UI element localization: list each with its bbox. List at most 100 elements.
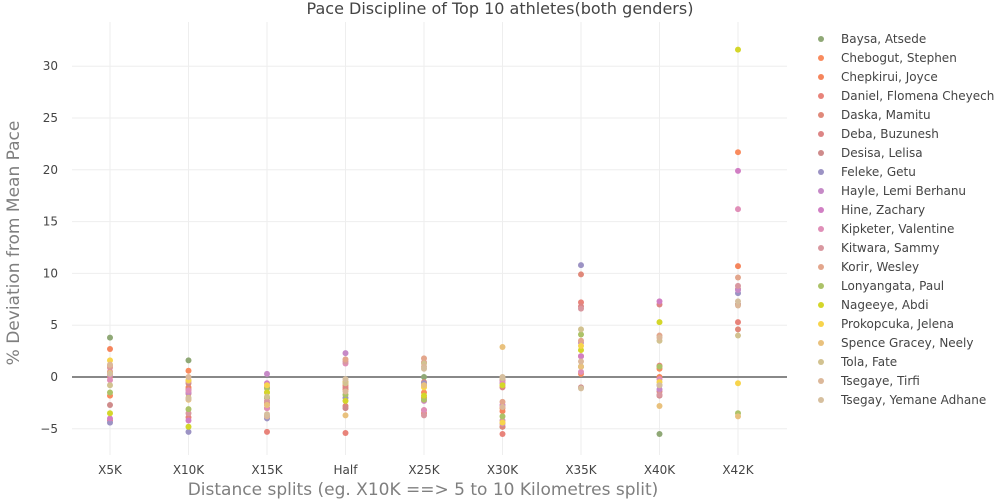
legend-marker	[818, 321, 824, 327]
data-point	[735, 167, 741, 174]
data-point	[342, 356, 349, 363]
legend-label: Daska, Mamitu	[841, 108, 931, 122]
data-point	[499, 398, 506, 405]
data-point	[735, 413, 741, 420]
data-point	[656, 386, 663, 393]
legend-item[interactable]: Baysa, Atsede	[818, 32, 926, 46]
data-point	[578, 271, 584, 278]
data-point	[499, 382, 506, 389]
legend-label: Hine, Zachary	[841, 203, 925, 217]
data-point	[107, 389, 113, 396]
data-point	[342, 405, 349, 412]
legend-item[interactable]: Hayle, Lemi Berhanu	[818, 184, 966, 198]
legend-label: Tola, Fate	[840, 355, 897, 369]
chart-title: Pace Discipline of Top 10 athletes(both …	[307, 0, 694, 18]
legend-label: Lonyangata, Paul	[841, 279, 944, 293]
data-points	[107, 46, 741, 437]
data-point	[107, 370, 113, 377]
legend-marker	[818, 378, 824, 384]
data-point	[421, 396, 427, 403]
data-point	[342, 412, 349, 419]
data-point	[656, 298, 663, 305]
legend-item[interactable]: Korir, Wesley	[818, 260, 919, 274]
data-point	[342, 376, 349, 383]
legend-item[interactable]: Daniel, Flomena Cheyech	[818, 89, 994, 103]
x-tick-label: X35K	[565, 463, 597, 477]
data-point	[735, 149, 741, 156]
legend-item[interactable]: Hine, Zachary	[818, 203, 925, 217]
legend-item[interactable]: Lonyangata, Paul	[818, 279, 944, 293]
legend-label: Daniel, Flomena Cheyech	[841, 89, 994, 103]
data-point	[107, 401, 113, 408]
legend-label: Feleke, Getu	[841, 165, 916, 179]
data-point	[735, 380, 741, 387]
x-tick-label: X10K	[173, 463, 205, 477]
data-point	[264, 370, 270, 377]
data-point	[264, 411, 270, 418]
legend-marker	[818, 169, 824, 175]
data-point	[656, 382, 663, 389]
legend-item[interactable]: Deba, Buzunesh	[818, 127, 939, 141]
data-point	[735, 298, 741, 305]
legend-item[interactable]: Tola, Fate	[818, 355, 897, 369]
legend-item[interactable]: Tsegay, Yemane Adhane	[818, 393, 986, 407]
legend-marker	[818, 397, 824, 403]
data-point	[185, 374, 192, 380]
data-point	[735, 206, 741, 213]
data-point	[107, 334, 113, 341]
data-point	[578, 305, 584, 312]
legend-item[interactable]: Chebogut, Stephen	[818, 51, 957, 65]
x-tick-label: X25K	[408, 463, 440, 477]
data-point	[421, 382, 427, 389]
data-point	[107, 361, 113, 368]
legend-label: Deba, Buzunesh	[841, 127, 939, 141]
data-point	[499, 430, 506, 437]
data-point	[578, 326, 584, 333]
legend-item[interactable]: Chepkirui, Joyce	[818, 70, 938, 84]
data-point	[264, 389, 270, 396]
legend-marker	[818, 207, 824, 213]
data-point	[342, 350, 349, 357]
data-point	[185, 367, 192, 374]
legend[interactable]: Baysa, Atsede Chebogut, Stephen Chepkirui,…	[818, 32, 994, 407]
data-point	[656, 319, 663, 326]
legend-marker	[818, 36, 824, 42]
data-point	[185, 357, 192, 364]
data-point	[264, 393, 270, 400]
legend-item[interactable]: Feleke, Getu	[818, 165, 916, 179]
data-point	[735, 263, 741, 270]
legend-item[interactable]: Desisa, Lelisa	[818, 146, 923, 160]
legend-marker	[818, 131, 824, 137]
data-point	[499, 419, 506, 426]
data-point	[185, 395, 192, 402]
legend-marker	[818, 264, 824, 270]
data-point	[578, 299, 584, 306]
legend-item[interactable]: Spence Gracey, Neely	[818, 336, 974, 350]
data-point	[735, 332, 741, 339]
data-point	[735, 286, 741, 293]
legend-label: Chepkirui, Joyce	[841, 70, 938, 84]
legend-item[interactable]: Nageeye, Abdi	[818, 298, 929, 312]
x-tick-label: X5K	[98, 463, 123, 477]
legend-item[interactable]: Prokopcuka, Jelena	[818, 317, 954, 331]
legend-item[interactable]: Daska, Mamitu	[818, 108, 931, 122]
data-point	[578, 385, 584, 392]
legend-label: Prokopcuka, Jelena	[841, 317, 954, 331]
legend-label: Hayle, Lemi Berhanu	[841, 184, 966, 198]
y-tick-label: 25	[43, 111, 58, 125]
y-tick-label: 20	[43, 163, 58, 177]
y-tick-label: 15	[43, 215, 58, 229]
data-point	[107, 357, 113, 364]
legend-item[interactable]: Kipketer, Valentine	[818, 222, 954, 236]
legend-item[interactable]: Tsegaye, Tirfi	[818, 374, 920, 388]
data-point	[735, 326, 741, 333]
data-point	[421, 365, 427, 372]
legend-label: Nageeye, Abdi	[841, 298, 929, 312]
data-point	[264, 397, 270, 404]
y-tick-label: 5	[50, 318, 58, 332]
legend-item[interactable]: Kitwara, Sammy	[818, 241, 939, 255]
x-tick-label: Half	[334, 463, 359, 477]
y-tick-label: 10	[43, 266, 58, 280]
data-point	[735, 302, 741, 309]
legend-marker	[818, 226, 824, 232]
